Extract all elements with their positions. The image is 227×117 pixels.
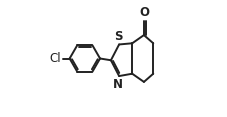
- Text: N: N: [113, 78, 123, 91]
- Text: Cl: Cl: [49, 52, 61, 65]
- Text: O: O: [139, 6, 149, 19]
- Text: S: S: [114, 30, 122, 43]
